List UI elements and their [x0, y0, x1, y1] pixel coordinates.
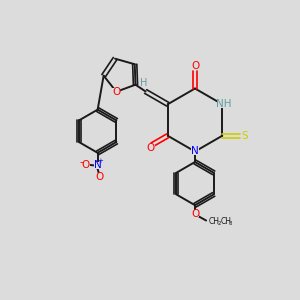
- Text: CH: CH: [209, 218, 220, 226]
- Text: N: N: [191, 146, 199, 157]
- Text: 3: 3: [228, 221, 232, 226]
- FancyBboxPatch shape: [191, 210, 199, 217]
- FancyBboxPatch shape: [241, 133, 248, 139]
- Text: O: O: [191, 61, 199, 71]
- Text: +: +: [98, 158, 103, 164]
- Text: NH: NH: [216, 99, 232, 109]
- FancyBboxPatch shape: [218, 100, 230, 108]
- Text: H: H: [140, 78, 148, 88]
- Text: O: O: [146, 143, 155, 153]
- Text: O: O: [95, 172, 103, 182]
- Text: -: -: [80, 157, 83, 167]
- Text: O: O: [82, 160, 90, 170]
- FancyBboxPatch shape: [95, 173, 103, 180]
- FancyBboxPatch shape: [141, 80, 147, 86]
- FancyBboxPatch shape: [191, 148, 199, 155]
- FancyBboxPatch shape: [146, 145, 155, 152]
- Text: S: S: [242, 131, 248, 141]
- Text: 2: 2: [217, 221, 221, 226]
- FancyBboxPatch shape: [112, 88, 121, 95]
- Text: N: N: [94, 160, 101, 170]
- Text: CH: CH: [220, 218, 231, 226]
- FancyBboxPatch shape: [82, 161, 90, 168]
- Text: O: O: [112, 87, 120, 97]
- FancyBboxPatch shape: [94, 162, 101, 169]
- Text: O: O: [191, 208, 199, 219]
- FancyBboxPatch shape: [191, 63, 199, 69]
